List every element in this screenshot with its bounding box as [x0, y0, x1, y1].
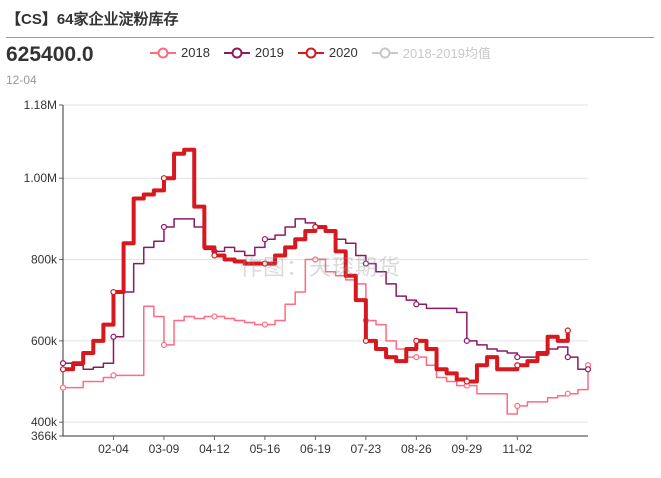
legend-item-avg[interactable]: 2018-2019均值: [371, 43, 491, 62]
data-point-2018: [160, 341, 168, 349]
x-tick-label: 07-23: [351, 442, 382, 456]
data-point-2019: [261, 236, 269, 243]
title-divider: [6, 37, 654, 38]
data-point-2020: [59, 366, 67, 373]
legend-label-avg: 2018-2019均值: [402, 46, 491, 61]
x-tick-label: 04-12: [199, 442, 230, 456]
data-point-2018: [514, 402, 521, 410]
data-point-2019: [564, 354, 571, 361]
data-point-2020: [413, 337, 420, 344]
series-line-2018: [63, 258, 589, 415]
data-point-2019: [514, 354, 521, 361]
data-point-2019: [362, 260, 369, 267]
data-point-2018: [312, 256, 319, 263]
data-point-2019: [160, 223, 168, 231]
data-point-2019: [463, 337, 470, 344]
data-point-2019: [584, 366, 592, 373]
page-title: 【CS】64家企业淀粉库存: [6, 11, 179, 28]
data-point-2020: [261, 260, 269, 267]
data-point-2020: [110, 288, 117, 296]
chart-legend: 2018 2019 2020 2018-2019均值: [150, 43, 491, 62]
x-tick-label: 02-04: [98, 442, 129, 456]
data-point-2018: [413, 354, 420, 361]
x-tick-label: 08-26: [401, 442, 432, 456]
data-point-2020: [514, 362, 521, 369]
data-point-2020: [564, 327, 571, 334]
y-tick-label: 366k: [31, 429, 58, 443]
y-tick-label: 400k: [31, 415, 58, 429]
data-point-2019: [59, 360, 67, 367]
x-tick-label: 06-19: [300, 442, 331, 456]
data-point-2020: [362, 337, 369, 344]
legend-item-2019[interactable]: 2019: [223, 43, 284, 62]
data-point-2019: [110, 333, 117, 340]
legend-marker-2018-icon: [150, 47, 176, 58]
legend-marker-2020-icon: [297, 47, 324, 58]
y-tick-label: 600k: [31, 334, 58, 348]
data-point-2018: [110, 372, 117, 379]
x-tick-label: 03-09: [149, 442, 180, 456]
legend-item-2020[interactable]: 2020: [297, 43, 358, 62]
data-point-2020: [160, 175, 168, 182]
legend-marker-2019-icon: [223, 47, 250, 58]
y-tick-label: 800k: [31, 253, 58, 267]
y-tick-label: 1.00M: [24, 171, 57, 185]
data-point-2020: [211, 252, 218, 259]
data-point-2019: [413, 301, 420, 308]
x-tick-label: 09-29: [451, 442, 482, 456]
series-line-2019: [63, 218, 588, 371]
legend-item-2018[interactable]: 2018: [150, 43, 210, 62]
current-date: 12-04: [6, 73, 37, 87]
y-tick-label: 1.18M: [24, 98, 57, 112]
x-tick-label: 05-16: [250, 442, 281, 456]
x-tick-label: 11-02: [502, 442, 532, 456]
data-point-2018: [59, 384, 67, 391]
legend-marker-avg-icon: [371, 47, 398, 58]
watermark: 作图：天琛期货: [240, 255, 402, 280]
data-point-2018: [211, 313, 218, 320]
legend-label-2018: 2018: [181, 45, 210, 60]
data-point-2020: [312, 223, 319, 231]
series-line-2020: [63, 147, 570, 384]
data-point-2020: [463, 378, 470, 385]
data-point-2018: [564, 390, 571, 397]
current-value: 625400.0: [6, 43, 94, 66]
legend-label-2020: 2020: [328, 45, 358, 60]
data-point-2018: [261, 321, 269, 328]
legend-label-2019: 2019: [254, 45, 284, 60]
